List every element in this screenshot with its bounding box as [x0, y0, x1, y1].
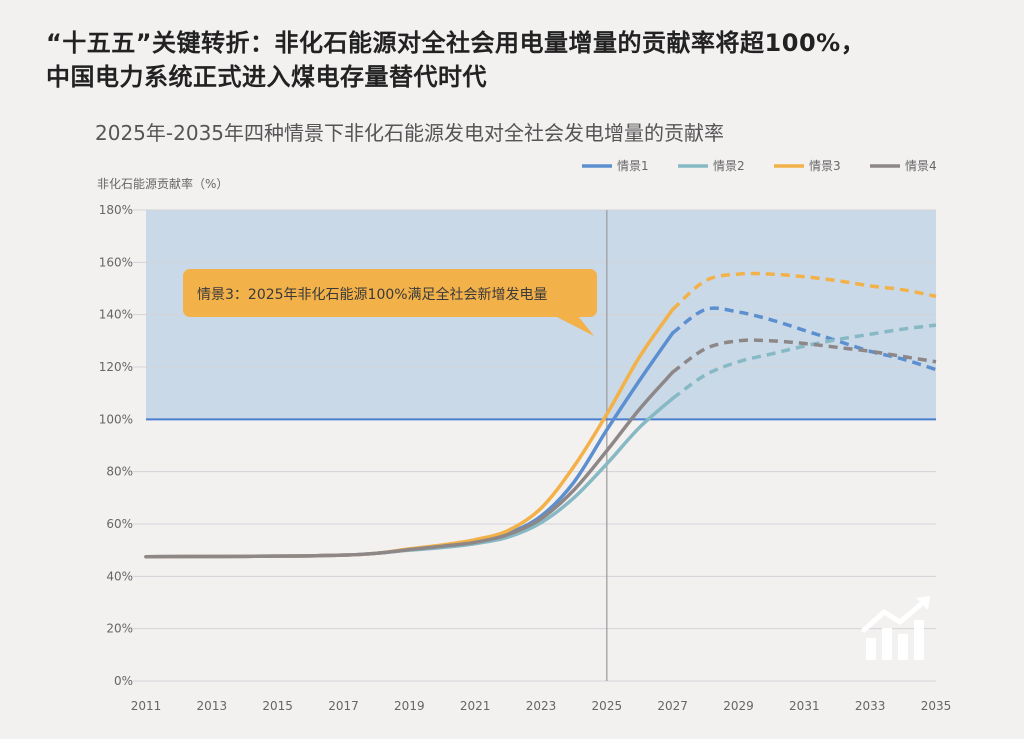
x-tick-label: 2025 — [592, 699, 623, 713]
x-tick-label: 2031 — [789, 699, 820, 713]
series-line-2 — [144, 396, 675, 559]
annotation-text: 情景3：2025年非化石能源100%满足全社会新增发电量 — [197, 286, 548, 303]
series-forecast-1 — [671, 306, 937, 372]
x-tick-label: 2033 — [855, 699, 886, 713]
x-tick-label: 2029 — [723, 699, 754, 713]
x-tick-label: 2011 — [131, 699, 162, 713]
x-tick-label: 2015 — [262, 699, 293, 713]
y-tick-label: 140% — [99, 308, 133, 322]
series-forecast-3 — [671, 271, 937, 311]
growth-chart-icon — [861, 596, 930, 660]
legend-label: 情景2 — [713, 159, 745, 173]
chart-title: 2025年-2035年四种情景下非化石能源发电对全社会发电增量的贡献率 — [95, 121, 724, 145]
y-tick-label: 20% — [106, 622, 133, 636]
series-forecast-2 — [671, 323, 937, 400]
x-tick-label: 2013 — [197, 699, 228, 713]
x-tick-label: 2017 — [328, 699, 359, 713]
y-tick-label: 120% — [99, 360, 133, 374]
y-tick-label: 80% — [106, 465, 133, 479]
x-tick-label: 2035 — [921, 699, 952, 713]
y-tick-label: 160% — [99, 255, 133, 269]
legend: 情景1 情景2 情景3 情景4 — [582, 159, 937, 173]
x-tick-label: 2027 — [657, 699, 688, 713]
annotation-box — [183, 269, 597, 317]
headline-line-2: 中国电力系统正式进入煤电存量替代时代 — [46, 63, 487, 91]
y-axis-label: 非化石能源贡献率（%） — [97, 176, 228, 191]
y-tick-label: 40% — [106, 569, 133, 583]
y-tick-label: 180% — [99, 203, 133, 217]
y-tick-label: 0% — [114, 674, 133, 688]
annotation-pointer — [555, 316, 594, 336]
y-tick-label: 60% — [106, 517, 133, 531]
series-line-4 — [144, 370, 675, 559]
x-tick-label: 2021 — [460, 699, 491, 713]
legend-label: 情景4 — [905, 159, 937, 173]
headline-line-1: “十五五”关键转折：非化石能源对全社会用电量增量的贡献率将超100%， — [46, 29, 866, 57]
legend-label: 情景3 — [809, 159, 841, 173]
annotation-callout: 情景3：2025年非化石能源100%满足全社会新增发电量 — [183, 269, 597, 336]
x-tick-label: 2023 — [526, 699, 557, 713]
series-forecast-4 — [671, 338, 937, 374]
y-tick-label: 100% — [99, 412, 133, 426]
headline: “十五五”关键转折：非化石能源对全社会用电量增量的贡献率将超100%， 中国电力… — [46, 26, 1006, 94]
legend-label: 情景1 — [617, 159, 649, 173]
x-tick-label: 2019 — [394, 699, 425, 713]
